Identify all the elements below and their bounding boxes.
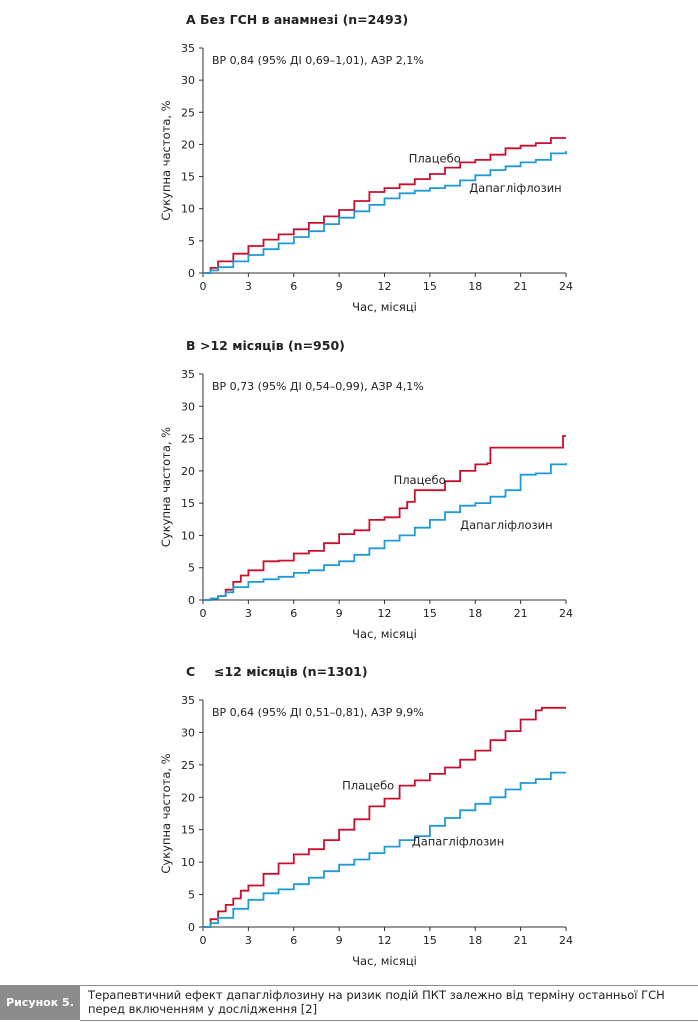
y-tick-label: 15	[181, 171, 195, 184]
series-dapagliflozin-label: Дапагліфлозин	[460, 518, 553, 532]
y-tick-label: 30	[181, 400, 195, 413]
x-tick-label: 3	[245, 280, 252, 293]
y-tick-label: 35	[181, 42, 195, 55]
x-axis-label: Час, місяці	[352, 627, 417, 641]
x-tick-label: 24	[559, 607, 573, 620]
x-tick-label: 15	[423, 934, 437, 947]
y-tick-label: 35	[181, 694, 195, 707]
y-tick-label: 10	[181, 203, 195, 216]
x-tick-label: 0	[200, 280, 207, 293]
y-tick-label: 10	[181, 529, 195, 542]
y-tick-label: 0	[188, 921, 195, 934]
x-tick-label: 12	[378, 280, 392, 293]
y-axis-label: Сукупна частота, %	[159, 100, 173, 220]
y-tick-label: 20	[181, 791, 195, 804]
x-tick-label: 15	[423, 607, 437, 620]
y-tick-label: 35	[181, 368, 195, 381]
caption-top-rule	[80, 985, 698, 986]
hr-annotation: ВР 0,84 (95% ДІ 0,69–1,01), АЗР 2,1%	[212, 54, 424, 67]
panel-letter: A	[186, 12, 196, 27]
series-dapagliflozin-line	[203, 463, 567, 601]
hr-annotation: ВР 0,73 (95% ДІ 0,54–0,99), АЗР 4,1%	[212, 380, 424, 393]
x-tick-label: 21	[514, 607, 528, 620]
y-tick-label: 25	[181, 433, 195, 446]
panel-title: ≤12 місяців (n=1301)	[214, 664, 368, 679]
x-tick-label: 24	[559, 934, 573, 947]
x-tick-label: 3	[245, 934, 252, 947]
caption-bottom-rule	[80, 1020, 698, 1021]
x-axis-label: Час, місяці	[352, 300, 417, 314]
x-tick-label: 9	[336, 607, 343, 620]
x-tick-label: 18	[468, 607, 482, 620]
y-axis-label: Сукупна частота, %	[159, 753, 173, 873]
series-placebo-line	[203, 137, 566, 274]
x-tick-label: 18	[468, 934, 482, 947]
series-dapagliflozin-label: Дапагліфлозин	[412, 834, 505, 848]
y-axis-label: Сукупна частота, %	[159, 427, 173, 547]
y-tick-label: 5	[188, 562, 195, 575]
y-tick-label: 5	[188, 889, 195, 902]
charts-area: A Без ГСН в анамнезі (n=2493)051015202530…	[159, 12, 573, 968]
x-tick-label: 0	[200, 607, 207, 620]
x-tick-label: 6	[290, 280, 297, 293]
hr-annotation: ВР 0,64 (95% ДІ 0,51–0,81), АЗР 9,9%	[212, 706, 424, 719]
y-tick-label: 25	[181, 106, 195, 119]
y-tick-label: 0	[188, 267, 195, 280]
x-axis-label: Час, місяці	[352, 954, 417, 968]
x-tick-label: 9	[336, 280, 343, 293]
series-placebo-label: Плацебо	[394, 473, 446, 487]
x-tick-label: 24	[559, 280, 573, 293]
series-placebo-line	[203, 435, 566, 601]
y-tick-label: 5	[188, 235, 195, 248]
y-tick-label: 0	[188, 594, 195, 607]
caption-label: Рисунок 5.	[0, 985, 80, 1020]
series-dapagliflozin-label: Дапагліфлозин	[469, 181, 562, 195]
x-tick-label: 15	[423, 280, 437, 293]
y-tick-label: 15	[181, 824, 195, 837]
y-tick-label: 15	[181, 497, 195, 510]
y-tick-label: 30	[181, 74, 195, 87]
series-dapagliflozin-line	[203, 771, 566, 928]
x-tick-label: 12	[378, 607, 392, 620]
series-placebo-label: Плацебо	[342, 779, 394, 793]
x-tick-label: 9	[336, 934, 343, 947]
x-tick-label: 6	[290, 934, 297, 947]
y-tick-label: 10	[181, 856, 195, 869]
caption-text: Терапевтичний ефект дапагліфлозину на ри…	[88, 988, 665, 1016]
y-tick-label: 20	[181, 138, 195, 151]
panel-title: Без ГСН в анамнезі (n=2493)	[200, 12, 408, 27]
figure-caption: Рисунок 5. Терапевтичний ефект дапагліфл…	[0, 985, 698, 1022]
x-tick-label: 21	[514, 280, 528, 293]
x-tick-label: 6	[290, 607, 297, 620]
y-tick-label: 25	[181, 759, 195, 772]
panel-title: >12 місяців (n=950)	[200, 338, 345, 353]
panel-letter: C	[186, 664, 195, 679]
x-tick-label: 0	[200, 934, 207, 947]
series-placebo-label: Плацебо	[409, 151, 461, 165]
x-tick-label: 18	[468, 280, 482, 293]
panel-letter: B	[186, 338, 196, 353]
y-tick-label: 30	[181, 726, 195, 739]
y-tick-label: 20	[181, 465, 195, 478]
x-tick-label: 12	[378, 934, 392, 947]
x-tick-label: 3	[245, 607, 252, 620]
x-tick-label: 21	[514, 934, 528, 947]
series-placebo-line	[203, 706, 566, 928]
series-dapagliflozin-line	[203, 150, 567, 274]
